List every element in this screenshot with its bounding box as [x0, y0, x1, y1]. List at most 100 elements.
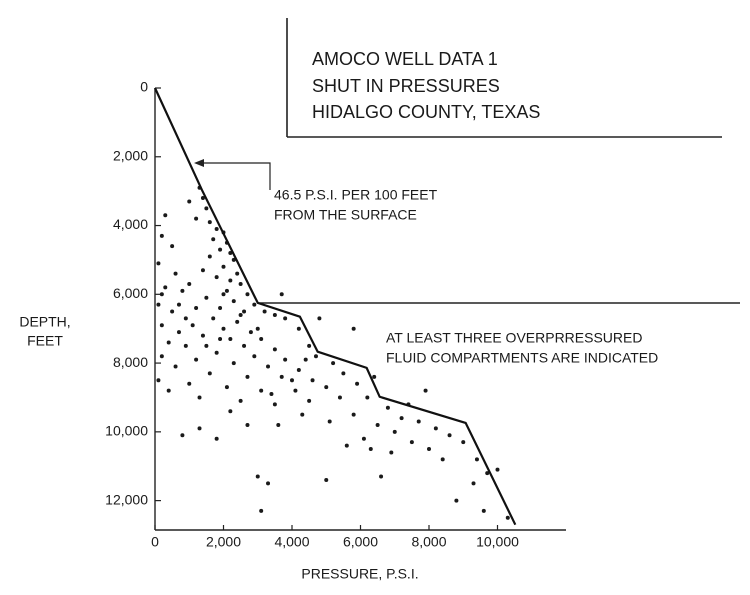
data-point — [307, 343, 312, 348]
data-point — [159, 292, 164, 297]
data-point — [440, 457, 445, 462]
annotation: 46.5 P.S.I. PER 100 FEET — [274, 187, 438, 203]
data-point — [255, 474, 260, 479]
data-point — [293, 388, 298, 393]
data-point — [204, 206, 209, 211]
x-tick-label: 6,000 — [343, 534, 378, 550]
data-point — [183, 316, 188, 321]
y-tick-label: 10,000 — [105, 423, 148, 439]
data-point — [170, 309, 175, 314]
data-point — [221, 326, 226, 331]
data-point — [242, 309, 247, 314]
data-point — [197, 395, 202, 400]
data-point — [324, 385, 329, 390]
data-point — [283, 316, 288, 321]
data-point — [224, 385, 229, 390]
data-point — [392, 429, 397, 434]
data-point — [447, 433, 452, 438]
x-tick-label: 0 — [151, 534, 159, 550]
data-point — [248, 330, 253, 335]
data-point — [156, 302, 161, 307]
data-point — [427, 447, 431, 452]
data-point — [454, 498, 459, 503]
chart-title: AMOCO WELL DATA 1 — [312, 49, 498, 69]
data-point — [344, 443, 349, 448]
data-point — [214, 275, 219, 280]
data-point — [228, 278, 233, 283]
data-point — [296, 367, 301, 372]
data-point — [341, 371, 346, 376]
data-point — [170, 244, 175, 249]
chart-title: SHUT IN PRESSURES — [312, 76, 500, 96]
y-axis-label: FEET — [27, 333, 63, 349]
data-point — [221, 292, 226, 297]
data-point — [361, 436, 366, 441]
data-point — [245, 374, 250, 379]
data-point — [259, 388, 264, 393]
data-point — [283, 357, 288, 362]
data-point — [255, 326, 260, 331]
data-point — [180, 433, 185, 438]
data-point — [266, 481, 271, 486]
data-point — [166, 388, 171, 393]
data-point — [194, 357, 199, 362]
data-point — [351, 412, 356, 417]
data-point — [269, 392, 274, 397]
data-point — [276, 422, 281, 427]
data-point — [433, 426, 438, 431]
data-point — [245, 422, 250, 427]
data-point — [207, 371, 212, 376]
data-point — [204, 343, 209, 348]
data-point — [379, 474, 384, 479]
y-tick-label: 0 — [140, 79, 148, 95]
data-point — [279, 292, 284, 297]
data-point — [375, 422, 380, 427]
data-point — [214, 350, 219, 355]
data-point — [238, 312, 243, 317]
data-point — [231, 257, 236, 262]
data-point — [471, 481, 476, 486]
data-point — [399, 416, 404, 421]
data-point — [385, 405, 390, 410]
data-point — [252, 302, 257, 307]
data-point — [245, 292, 250, 297]
data-point — [207, 254, 212, 259]
data-point — [331, 361, 336, 366]
data-point — [485, 471, 490, 476]
data-point — [300, 412, 305, 417]
data-point — [207, 220, 212, 225]
data-point — [194, 216, 199, 221]
data-point — [221, 264, 226, 269]
data-point — [303, 357, 308, 362]
data-point — [176, 302, 181, 307]
data-point — [505, 515, 510, 520]
data-point — [159, 323, 164, 328]
data-point — [481, 508, 486, 513]
x-tick-label: 2,000 — [206, 534, 241, 550]
y-tick-label: 2,000 — [113, 147, 148, 163]
y-tick-label: 12,000 — [105, 491, 148, 507]
data-point — [173, 364, 178, 369]
data-point — [272, 312, 277, 317]
data-point — [228, 337, 233, 342]
data-point — [235, 271, 240, 276]
data-point — [183, 343, 188, 348]
data-point — [238, 398, 243, 403]
data-point — [266, 364, 271, 369]
data-point — [351, 326, 356, 331]
data-point — [231, 299, 236, 304]
data-point — [228, 251, 233, 256]
data-point — [218, 247, 223, 252]
data-point — [224, 288, 229, 293]
data-point — [163, 285, 168, 290]
data-point — [214, 436, 219, 441]
data-point — [272, 347, 277, 352]
data-point — [313, 354, 318, 359]
x-tick-label: 10,000 — [476, 534, 519, 550]
data-point — [461, 440, 466, 445]
data-point — [337, 395, 342, 400]
data-point — [159, 354, 164, 359]
annotation-arrow — [199, 162, 271, 190]
arrow-head — [194, 159, 204, 167]
